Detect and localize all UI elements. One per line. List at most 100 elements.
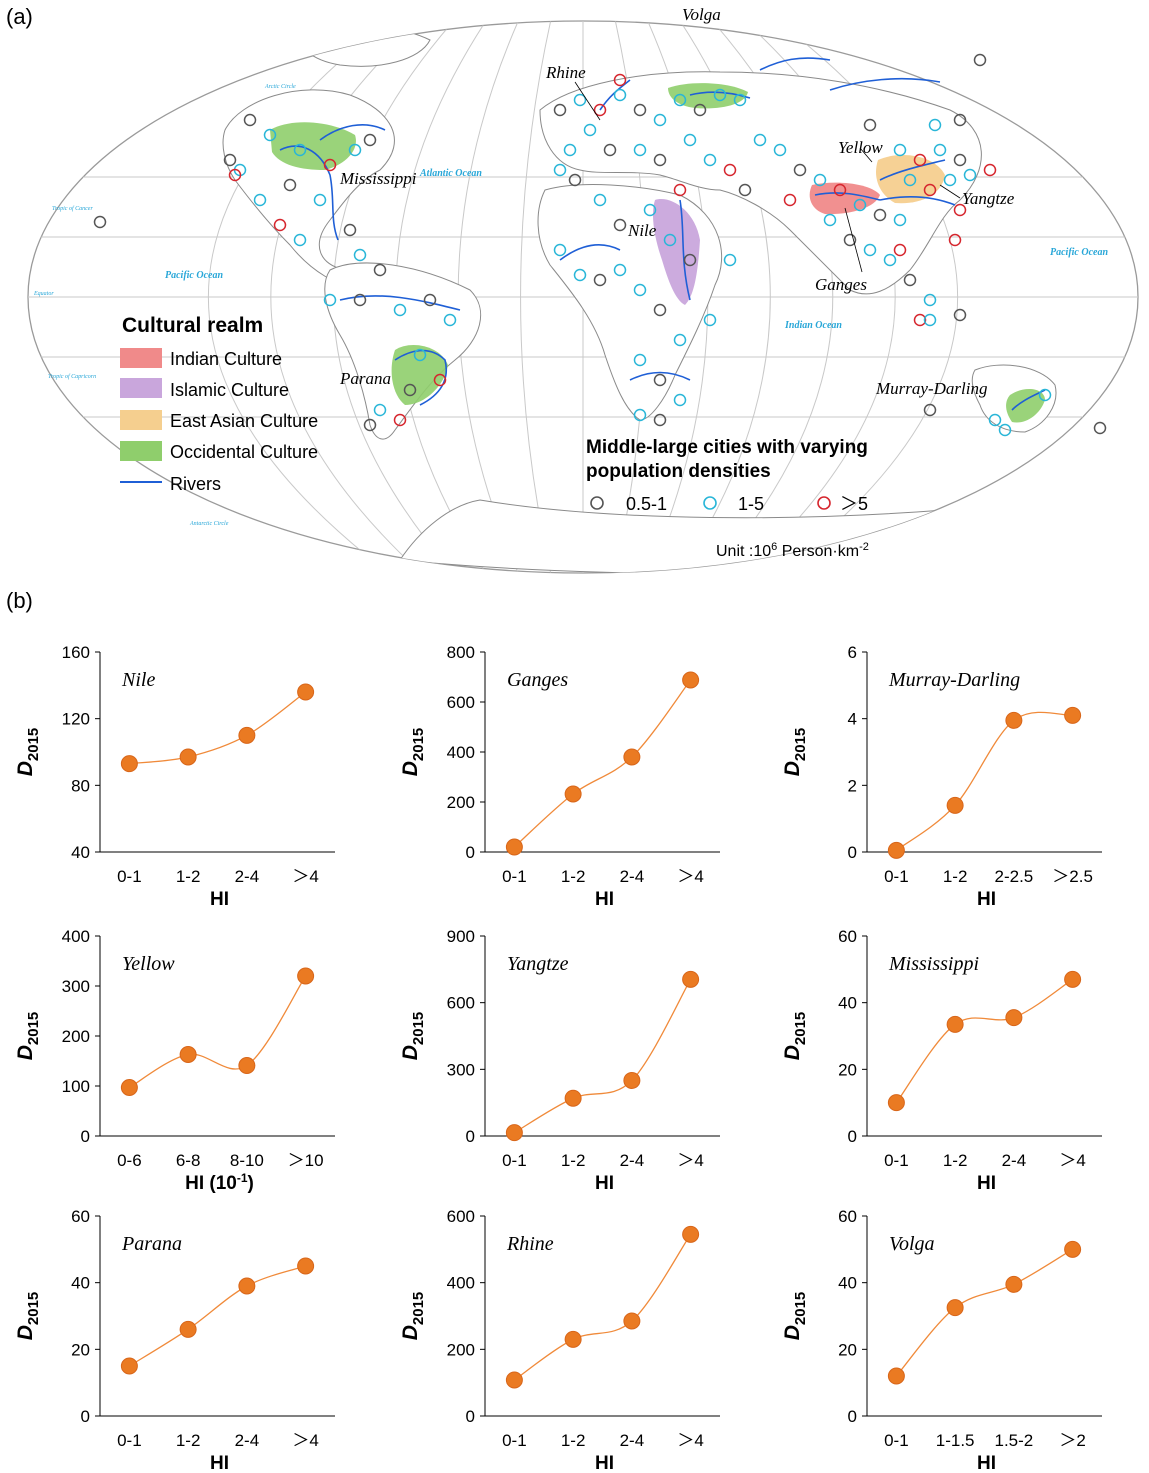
data-point: [564, 1089, 582, 1107]
x-tick-label: 8-10: [230, 1151, 264, 1170]
y-tick-label: 40: [838, 1274, 857, 1293]
x-tick-label: 2-4: [235, 867, 260, 886]
series-line: [514, 1233, 692, 1381]
line-chart-nile: 40 80 120 160 0-1 1-2 2-4 ＞4 HI D2015 Nile: [14, 643, 335, 910]
city-marker: [1093, 421, 1107, 435]
city-marker: [273, 218, 287, 232]
x-tick-label: 0-1: [884, 867, 909, 886]
river-label-mississippi: Mississippi: [339, 169, 417, 188]
y-tick-label: 800: [447, 643, 475, 662]
latitude-label: Tropic of Capricorn: [48, 373, 96, 380]
x-tick-label: 1-2: [943, 867, 968, 886]
x-tick-label: 0-1: [502, 867, 527, 886]
y-tick-label: 40: [71, 1274, 90, 1293]
data-point: [297, 1257, 315, 1275]
city-markers: [93, 53, 1107, 437]
y-axis-label: D2015: [399, 728, 427, 777]
x-tick-label: 2-2.5: [995, 867, 1034, 886]
city-marker: [653, 373, 667, 387]
data-point: [623, 748, 641, 766]
y-tick-label: 900: [447, 927, 475, 946]
city-marker: [673, 333, 687, 347]
city-marker: [553, 243, 567, 257]
latitude-label: Antarctic Circle: [189, 521, 229, 527]
x-tick-label: 2-4: [235, 1431, 260, 1450]
series-line: [895, 1248, 1073, 1377]
city-marker: [633, 143, 647, 157]
x-tick-label: 0-1: [884, 1431, 909, 1450]
river-label-yellow: Yellow: [838, 138, 883, 157]
y-tick-label: 0: [466, 843, 475, 862]
city-marker: [593, 273, 607, 287]
city-marker: [553, 103, 567, 117]
city-marker: [253, 193, 267, 207]
panel-b-label: (b): [6, 588, 33, 613]
data-point: [887, 1367, 905, 1385]
leader-line: [844, 207, 863, 273]
city-marker: [353, 293, 367, 307]
city-symbol-small: [590, 496, 604, 510]
x-tick-label: ＞10: [288, 1151, 324, 1170]
data-point: [238, 1277, 256, 1295]
data-point: [505, 1371, 523, 1389]
y-tick-label: 6: [848, 643, 857, 662]
city-marker: [643, 203, 657, 217]
leader-line: [939, 184, 961, 199]
x-tick-label: 0-6: [117, 1151, 142, 1170]
city-marker: [713, 88, 727, 102]
data-point: [120, 1357, 138, 1375]
y-tick-label: 600: [447, 693, 475, 712]
city-marker: [223, 153, 237, 167]
city-marker: [373, 403, 387, 417]
city-marker: [343, 223, 357, 237]
city-marker: [613, 73, 627, 87]
city-marker: [733, 93, 747, 107]
data-point: [623, 1071, 641, 1089]
y-tick-label: 200: [447, 1340, 475, 1359]
city-marker: [583, 123, 597, 137]
city-legend-small: 0.5-1: [626, 494, 667, 514]
city-marker: [923, 313, 937, 327]
region-murray-darling: [1006, 388, 1045, 423]
x-axis-label: HI: [595, 1173, 614, 1194]
city-marker: [653, 153, 667, 167]
x-axis-label: HI: [977, 889, 996, 910]
x-axis-label: HI: [977, 1453, 996, 1473]
legend-label-indian: Indian Culture: [170, 349, 282, 369]
rivers-network: [279, 57, 1046, 411]
city-marker: [353, 248, 367, 262]
line-chart-yellow: 0 100 200 300 400 0-6 6-8 8-10 ＞10 HI (10-1) D2015…: [14, 927, 335, 1194]
city-marker: [553, 163, 567, 177]
city-legend-medium: 1-5: [738, 494, 764, 514]
city-marker: [573, 268, 587, 282]
latitude-label: Arctic Circle: [264, 84, 296, 90]
region-yellow-yangtze: [875, 155, 945, 204]
x-tick-label: 2-4: [620, 1431, 645, 1450]
city-marker: [603, 143, 617, 157]
x-tick-label: ＞2.5: [1052, 867, 1093, 886]
chart-title: Volga: [889, 1233, 935, 1255]
data-point: [946, 1015, 964, 1033]
city-marker: [913, 313, 927, 327]
city-marker: [663, 233, 677, 247]
y-tick-label: 100: [62, 1077, 90, 1096]
city-marker: [613, 218, 627, 232]
river-label-nile: Nile: [627, 221, 657, 240]
data-point: [682, 970, 700, 988]
data-point: [179, 1320, 197, 1338]
city-marker: [263, 128, 277, 142]
river-label-murray-darling: Murray-Darling: [875, 379, 987, 398]
city-marker: [953, 203, 967, 217]
x-axis-label: HI: [210, 1453, 229, 1473]
city-marker: [673, 393, 687, 407]
y-tick-label: 60: [838, 1207, 857, 1226]
data-point: [564, 1330, 582, 1348]
city-marker: [948, 233, 962, 247]
data-point: [946, 1299, 964, 1317]
river-label-ganges: Ganges: [815, 275, 867, 294]
city-marker: [653, 113, 667, 127]
city-marker: [563, 143, 577, 157]
series-line: [895, 711, 1073, 851]
x-tick-label: ＞4: [677, 867, 703, 886]
